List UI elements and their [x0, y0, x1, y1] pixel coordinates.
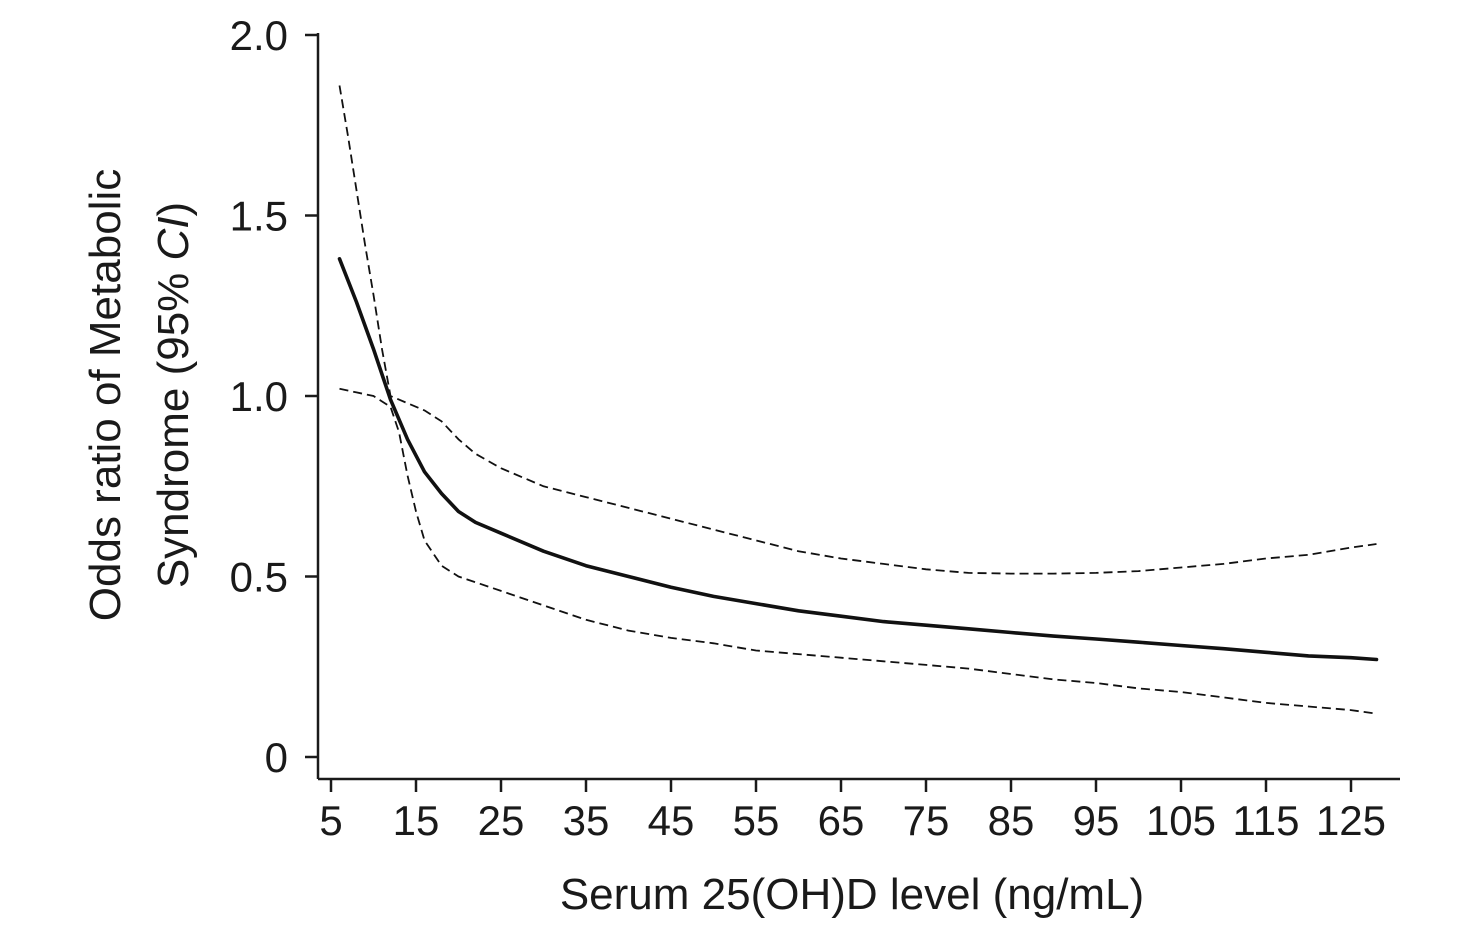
x-tick-label: 45 [648, 797, 695, 844]
ci-lower-line [339, 387, 1377, 715]
y-tick-label: 1.0 [230, 373, 288, 420]
x-ticks: 5 15 25 35 45 55 65 75 85 95 105 115 125 [319, 779, 1386, 844]
y-tick-label: 2.0 [230, 12, 288, 59]
y-tick-label: 0.5 [230, 554, 288, 601]
y-axis-title-line1: Odds ratio of Metabolic [81, 169, 130, 621]
x-tick-label: 125 [1316, 797, 1386, 844]
x-tick-label: 35 [563, 797, 610, 844]
y-axis-title: Odds ratio of Metabolic Syndrome (95% CI… [81, 169, 198, 621]
y-axis-title-line2: Syndrome (95% CI) [149, 202, 198, 588]
x-tick-label: 105 [1146, 797, 1216, 844]
y-tick-label: 1.5 [230, 193, 288, 240]
y-axis-title-prefix: Syndrome (95% [149, 260, 198, 588]
x-tick-label: 25 [478, 797, 525, 844]
x-tick-label: 5 [319, 797, 342, 844]
odds-ratio-line [337, 256, 1379, 662]
y-ticks: 0 0.5 1.0 1.5 2.0 [230, 12, 318, 781]
ci-upper-line [338, 85, 1377, 575]
x-tick-label: 95 [1073, 797, 1120, 844]
x-tick-label: 115 [1233, 797, 1300, 844]
x-tick-label: 85 [988, 797, 1035, 844]
x-tick-label: 75 [903, 797, 950, 844]
x-tick-label: 65 [818, 797, 865, 844]
y-axis-title-ci: CI [149, 216, 198, 260]
y-tick-label: 0 [265, 734, 288, 781]
x-tick-label: 15 [393, 797, 440, 844]
y-axis-title-suffix: ) [149, 202, 198, 217]
axes [316, 33, 1400, 781]
x-tick-label: 55 [733, 797, 780, 844]
x-axis-title: Serum 25(OH)D level (ng/mL) [560, 870, 1144, 919]
plot-lines [337, 85, 1379, 715]
